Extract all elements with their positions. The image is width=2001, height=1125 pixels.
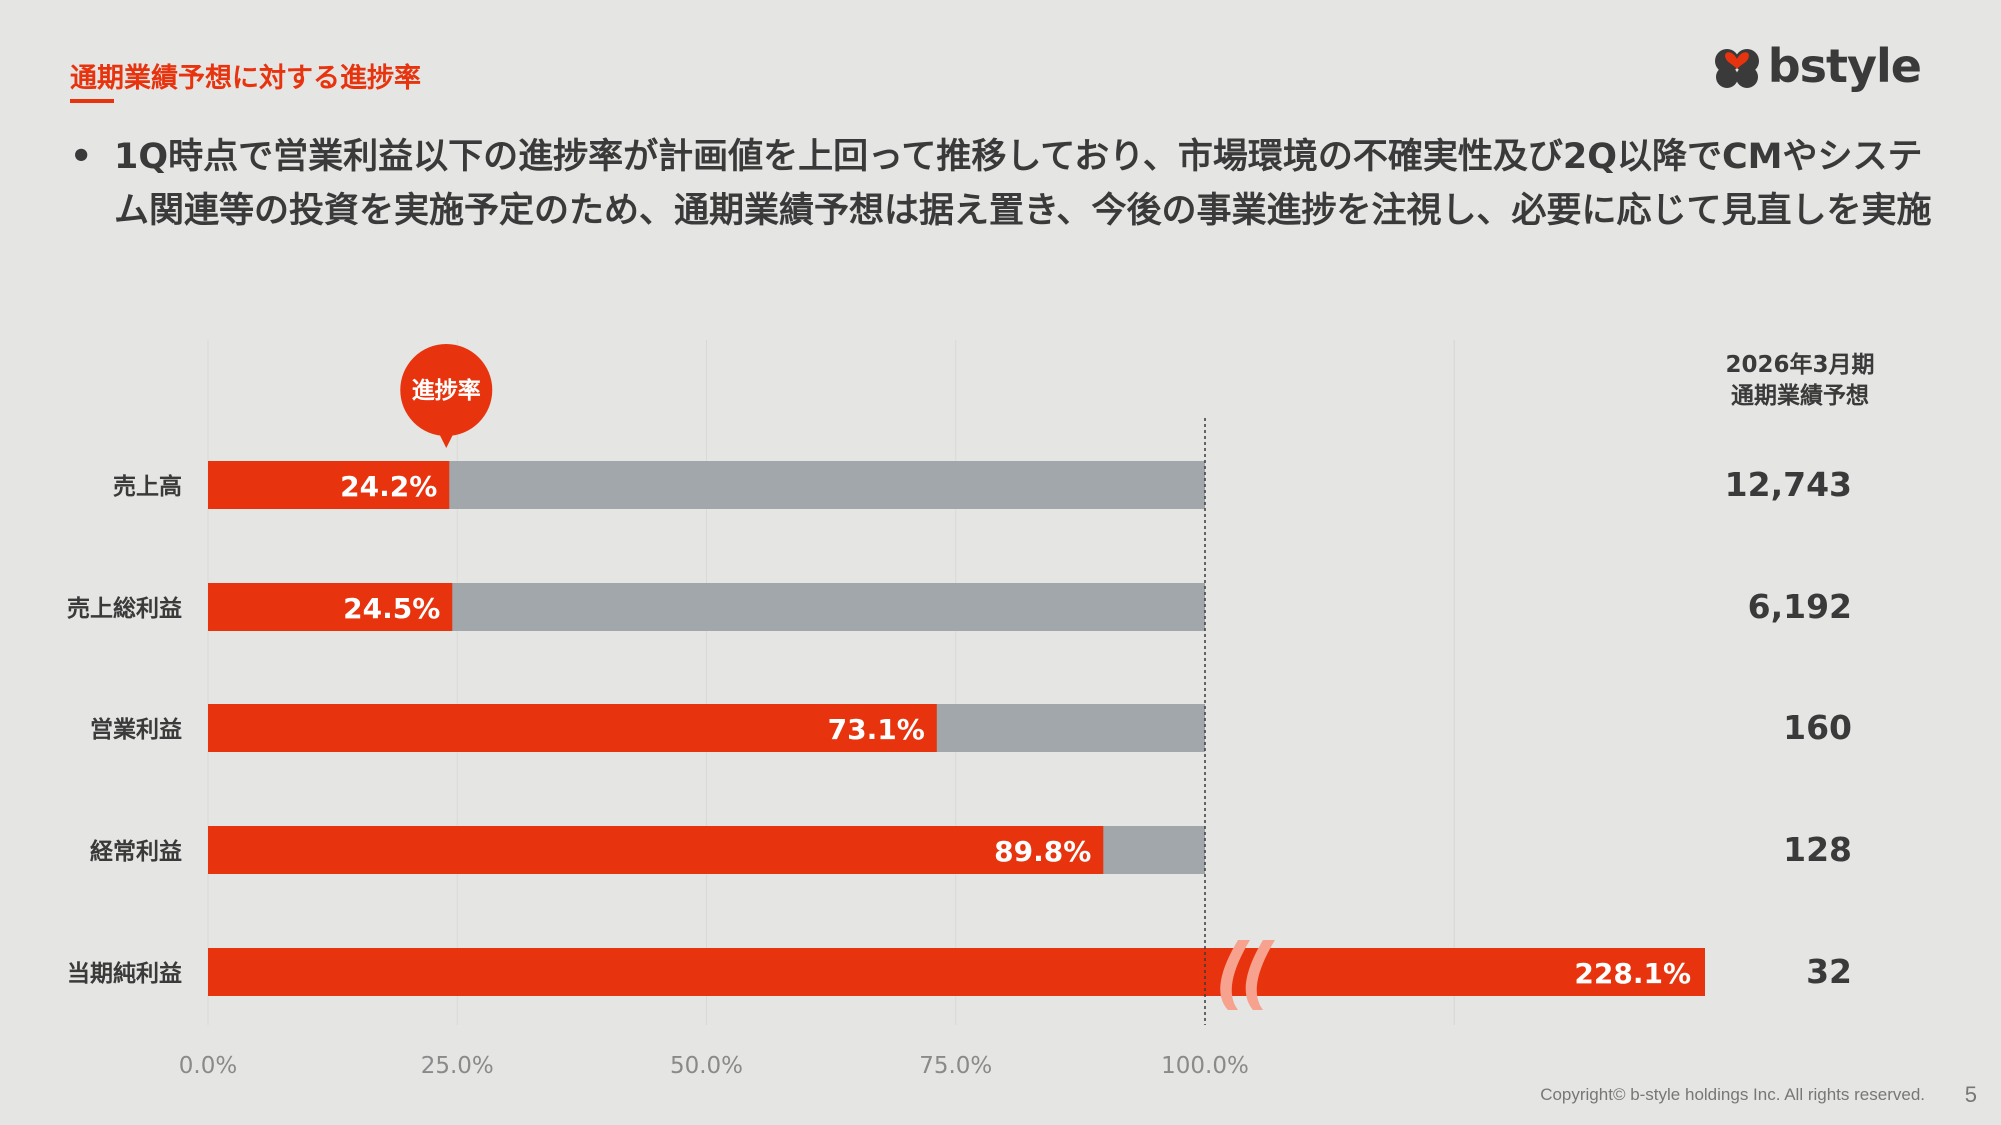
value-label: 89.8% [994, 835, 1091, 868]
section-title: 通期業績予想に対する進捗率 [70, 63, 421, 94]
x-tick-label: 75.0% [919, 1053, 992, 1079]
value-label: 24.2% [340, 470, 437, 503]
value-label: 73.1% [828, 713, 925, 746]
annotation-bubble [400, 344, 493, 436]
forecast-header-line1: 2026年3月期 [1725, 352, 1875, 378]
copyright: Copyright© b-style holdings Inc. All rig… [1540, 1085, 1925, 1104]
value-label: 24.5% [343, 592, 440, 625]
x-tick-label: 25.0% [421, 1053, 494, 1079]
x-tick-label: 100.0% [1161, 1053, 1249, 1079]
clover-heart-icon [1714, 49, 1759, 88]
category-label: 売上総利益 [67, 595, 182, 622]
logo-text: bstyle [1767, 39, 1922, 93]
progress-bar [208, 948, 1705, 996]
category-label: 経常利益 [90, 838, 182, 865]
axis-break-mark [1220, 940, 1250, 1010]
category-label: 営業利益 [90, 716, 182, 743]
forecast-value: 160 [1783, 708, 1852, 747]
value-label: 228.1% [1574, 957, 1691, 990]
progress-bar [208, 704, 937, 752]
axis-break-mark [1245, 940, 1275, 1010]
forecast-header-line2: 通期業績予想 [1731, 383, 1869, 409]
forecast-value: 32 [1806, 952, 1852, 991]
annotation-pointer [437, 430, 456, 448]
annotation-label: 進捗率 [412, 377, 481, 404]
forecast-column-header: 2026年3月期 通期業績予想 [1700, 350, 1900, 412]
category-label: 当期純利益 [67, 960, 182, 987]
x-tick-label: 0.0% [179, 1053, 237, 1079]
title-underline [70, 99, 114, 103]
progress-bar-chart: 売上高 24.2% 12,743 売上総利益 24.5% 6,192 営業利益 73.1% 16… [67, 340, 1852, 1079]
forecast-value: 128 [1783, 830, 1852, 869]
progress-bar [208, 583, 453, 631]
category-label: 売上高 [113, 473, 182, 500]
bullet-dot: • [70, 137, 93, 177]
summary-text: 1Q時点で営業利益以下の進捗率が計画値を上回って推移しており、市場環境の不確実性… [114, 137, 1932, 231]
progress-bar [208, 461, 450, 509]
progress-bar [208, 826, 1104, 874]
summary-bullet: • 1Q時点で営業利益以下の進捗率が計画値を上回って推移しており、市場環境の不確… [70, 130, 1940, 238]
x-tick-label: 50.0% [670, 1053, 743, 1079]
bstyle-logo: bstyle [1710, 38, 1922, 94]
forecast-value: 12,743 [1725, 465, 1852, 504]
forecast-value: 6,192 [1748, 587, 1852, 626]
page-number: 5 [1964, 1082, 1977, 1107]
